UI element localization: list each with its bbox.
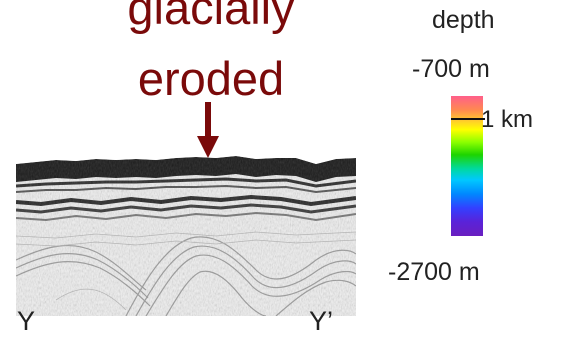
legend-bottom-label: -2700 m — [388, 258, 480, 286]
profile-end-label: Y’ — [309, 306, 334, 336]
legend-title: depth — [432, 6, 495, 34]
depth-colorbar — [451, 96, 483, 236]
profile-start-label: Y — [17, 306, 36, 336]
legend-top-label: -700 m — [412, 55, 490, 83]
seismic-profile-image — [16, 156, 356, 316]
colorbar-marker-label: 1 km — [481, 106, 534, 133]
annotation-eroded: eroded — [137, 52, 285, 105]
down-arrow-icon — [197, 102, 219, 158]
annotation-glacially: glacially — [127, 0, 295, 34]
colorbar-marker-line — [451, 118, 485, 120]
